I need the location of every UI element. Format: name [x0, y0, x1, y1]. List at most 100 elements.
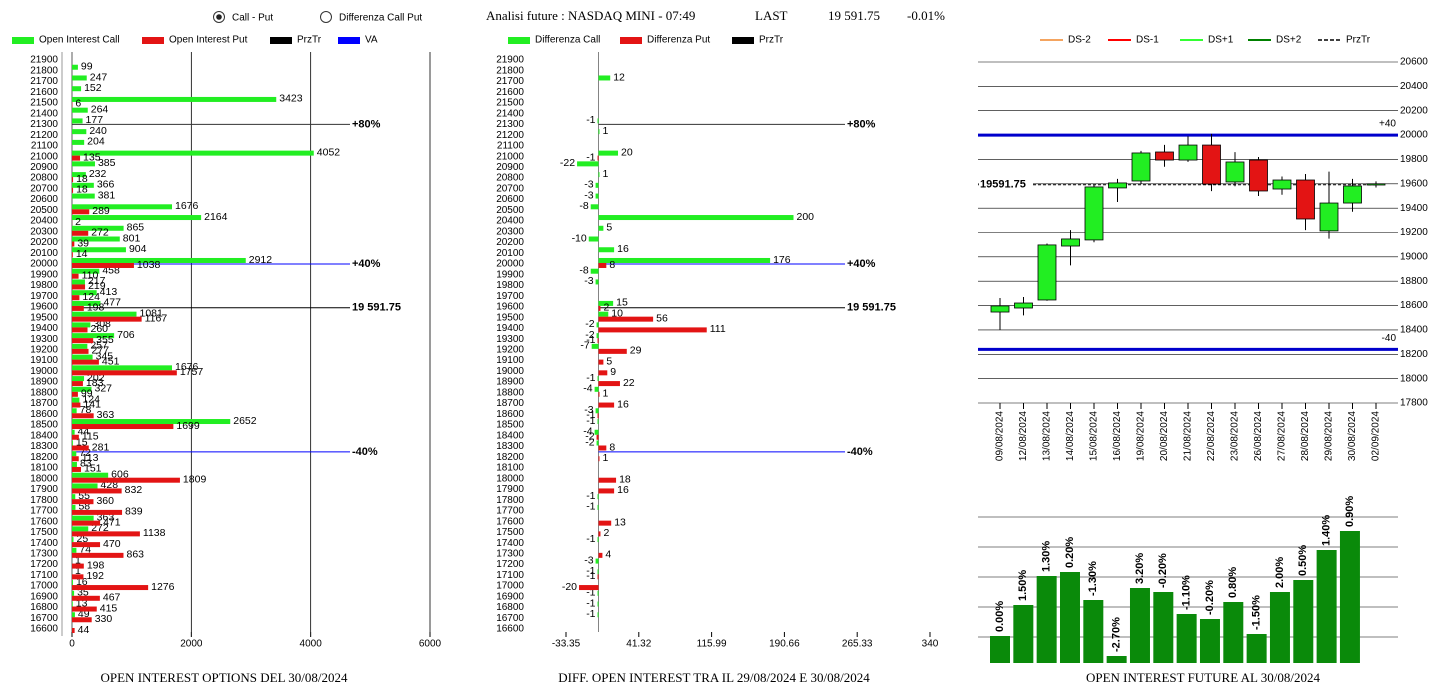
x-tick-label: 6000 — [419, 639, 442, 650]
bar — [72, 75, 87, 81]
bar — [72, 419, 231, 425]
y-tick-label: 16900 — [496, 591, 524, 602]
x-tick-label: 340 — [922, 639, 939, 650]
data-label: 1 — [602, 125, 608, 137]
x-tick-label: 30/08/2024 — [1347, 411, 1358, 461]
bar — [72, 129, 87, 135]
radio-label[interactable]: Call - Put — [232, 13, 273, 24]
bar — [1106, 656, 1127, 663]
data-label: 110 — [82, 269, 99, 281]
y-tick-label: 17600 — [30, 516, 58, 527]
bar — [72, 376, 85, 382]
bar — [72, 177, 74, 183]
data-label: 1276 — [151, 581, 175, 593]
data-label: -4 — [583, 383, 592, 395]
y-tick-label: 18700 — [496, 398, 524, 409]
y-tick-label: 18000 — [496, 473, 524, 484]
y-tick-label: 20600 — [1400, 57, 1428, 68]
bar — [598, 316, 654, 322]
legend-swatch — [142, 37, 164, 44]
data-label: 35 — [77, 587, 89, 599]
bar — [595, 193, 599, 199]
bar — [72, 236, 120, 242]
legend-label: PrzTr — [297, 35, 322, 46]
y-tick-label: 21300 — [496, 119, 524, 130]
data-label: 124 — [82, 291, 100, 303]
bar — [596, 434, 599, 440]
data-label: 99 — [81, 61, 93, 73]
y-tick-label: 21900 — [496, 55, 524, 66]
data-label: 2 — [603, 527, 609, 539]
bar — [597, 413, 599, 419]
last-label: LAST — [755, 8, 788, 23]
data-label: 83 — [80, 458, 92, 470]
y-tick-label: 18500 — [30, 420, 58, 431]
bar — [72, 531, 140, 537]
y-tick-label: 21400 — [30, 108, 58, 119]
data-label: 18 — [619, 473, 631, 485]
y-tick-label: 20400 — [496, 216, 524, 227]
bar — [1036, 576, 1057, 663]
data-label: 281 — [92, 441, 110, 453]
x-tick-label: 115.99 — [697, 639, 727, 650]
data-label: 2912 — [249, 254, 273, 266]
bar — [72, 386, 92, 392]
bar — [72, 451, 77, 457]
bar — [591, 343, 599, 349]
y-tick-label: 18000 — [30, 473, 58, 484]
data-label: 58 — [78, 501, 90, 513]
radio-button[interactable] — [320, 11, 332, 23]
data-label: 204 — [87, 136, 105, 148]
y-tick-label: 17700 — [30, 506, 58, 517]
bar — [594, 429, 599, 435]
change-label: -1.30% — [1087, 561, 1099, 596]
change-label: 0.50% — [1297, 545, 1309, 576]
data-label: 8 — [609, 259, 615, 271]
bar — [598, 262, 607, 268]
data-label: 12 — [613, 71, 625, 83]
bar — [72, 542, 101, 548]
y-tick-label: 21300 — [30, 119, 58, 130]
radio-label[interactable]: Differenza Call Put — [339, 13, 422, 24]
y-tick-label: 21500 — [30, 98, 58, 109]
data-label: 55 — [78, 490, 90, 502]
bar — [72, 585, 149, 591]
data-label: -3 — [584, 189, 593, 201]
y-tick-label: 19200 — [496, 345, 524, 356]
bar — [72, 472, 109, 478]
bar — [72, 295, 80, 301]
candle-body — [1249, 159, 1268, 192]
candle-body — [1272, 179, 1292, 190]
bar — [597, 118, 599, 124]
data-label: 260 — [91, 323, 109, 335]
bar — [597, 338, 599, 344]
x-tick-label: 13/08/2024 — [1042, 411, 1053, 461]
y-tick-label: 20400 — [30, 216, 58, 227]
bar — [597, 590, 599, 596]
y-tick-label: 20800 — [496, 173, 524, 184]
data-label: 1757 — [180, 366, 204, 378]
bar — [72, 612, 75, 618]
data-label: 29 — [630, 345, 642, 357]
y-tick-label: 16700 — [496, 613, 524, 624]
bar — [1269, 592, 1290, 663]
data-label: -8 — [579, 200, 588, 212]
bar — [72, 402, 81, 408]
change-label: 2.00% — [1274, 557, 1286, 588]
bar — [596, 322, 599, 328]
data-label: 381 — [98, 189, 116, 201]
bar — [598, 552, 603, 558]
data-label: 477 — [103, 297, 121, 309]
data-label: 135 — [83, 151, 101, 163]
y-tick-label: 19100 — [496, 355, 524, 366]
y-tick-label: 20600 — [496, 194, 524, 205]
bar — [72, 172, 86, 178]
bar — [597, 376, 599, 382]
y-tick-label: 18100 — [30, 463, 58, 474]
y-tick-label: 18700 — [30, 398, 58, 409]
y-tick-label: 19700 — [30, 291, 58, 302]
y-tick-label: 18600 — [1400, 300, 1428, 311]
data-label: 863 — [126, 549, 144, 561]
y-tick-label: 17600 — [496, 516, 524, 527]
data-label: 176 — [773, 254, 791, 266]
